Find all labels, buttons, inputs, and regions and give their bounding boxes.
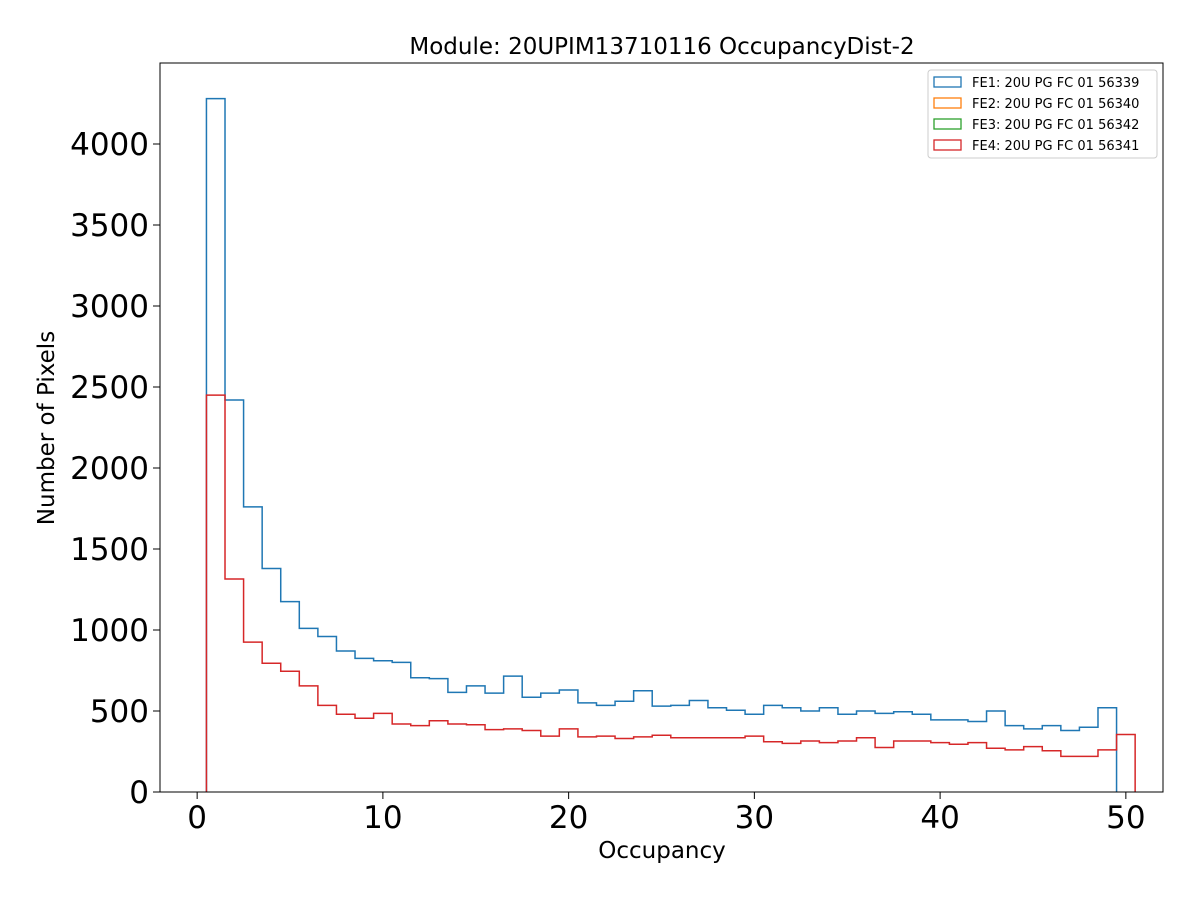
histogram-series-1	[205, 97, 1118, 792]
axes-layer: 0 10 20 30 40 5005001000150020002500300035004…	[70, 62, 1164, 836]
histogram-series-4	[205, 394, 1136, 792]
legend-swatch-4	[933, 139, 962, 151]
y-tick-label: 2000	[70, 451, 149, 487]
legend: FE1: 20U PG FC 01 56339 FE2: 20U PG FC 01…	[927, 69, 1158, 159]
x-tick-label: 20	[549, 800, 588, 836]
legend-swatch-1	[933, 76, 962, 88]
legend-label-4: FE4: 20U PG FC 01 56341	[972, 139, 1139, 154]
y-tick-label: 1000	[70, 613, 149, 649]
y-tick-label: 2500	[70, 370, 149, 406]
legend-label-3: FE3: 20U PG FC 01 56342	[972, 118, 1139, 133]
legend-swatch-3	[933, 118, 962, 130]
y-tick-label: 3500	[70, 208, 149, 244]
series-layer	[205, 97, 1136, 792]
x-tick-label: 30	[735, 800, 774, 836]
legend-label-1: FE1: 20U PG FC 01 56339	[972, 76, 1139, 91]
legend-box	[927, 69, 1158, 159]
y-tick-label: 3000	[70, 289, 149, 325]
plot-frame	[159, 62, 1164, 793]
y-axis-label: Number of Pixels	[34, 331, 60, 525]
y-tick-label: 4000	[70, 127, 149, 163]
y-tick-label: 0	[129, 775, 149, 811]
x-tick-label: 40	[920, 800, 959, 836]
legend-label-2: FE2: 20U PG FC 01 56340	[972, 97, 1139, 112]
y-tick-label: 500	[90, 694, 149, 730]
x-tick-label: 10	[363, 800, 402, 836]
legend-swatch-2	[933, 97, 962, 109]
x-tick-label: 0	[187, 800, 207, 836]
x-tick-label: 50	[1106, 800, 1145, 836]
y-tick-label: 1500	[70, 532, 149, 568]
chart-title: Module: 20UPIM13710116 OccupancyDist-2	[409, 34, 914, 60]
x-axis-label: Occupancy	[598, 838, 726, 864]
